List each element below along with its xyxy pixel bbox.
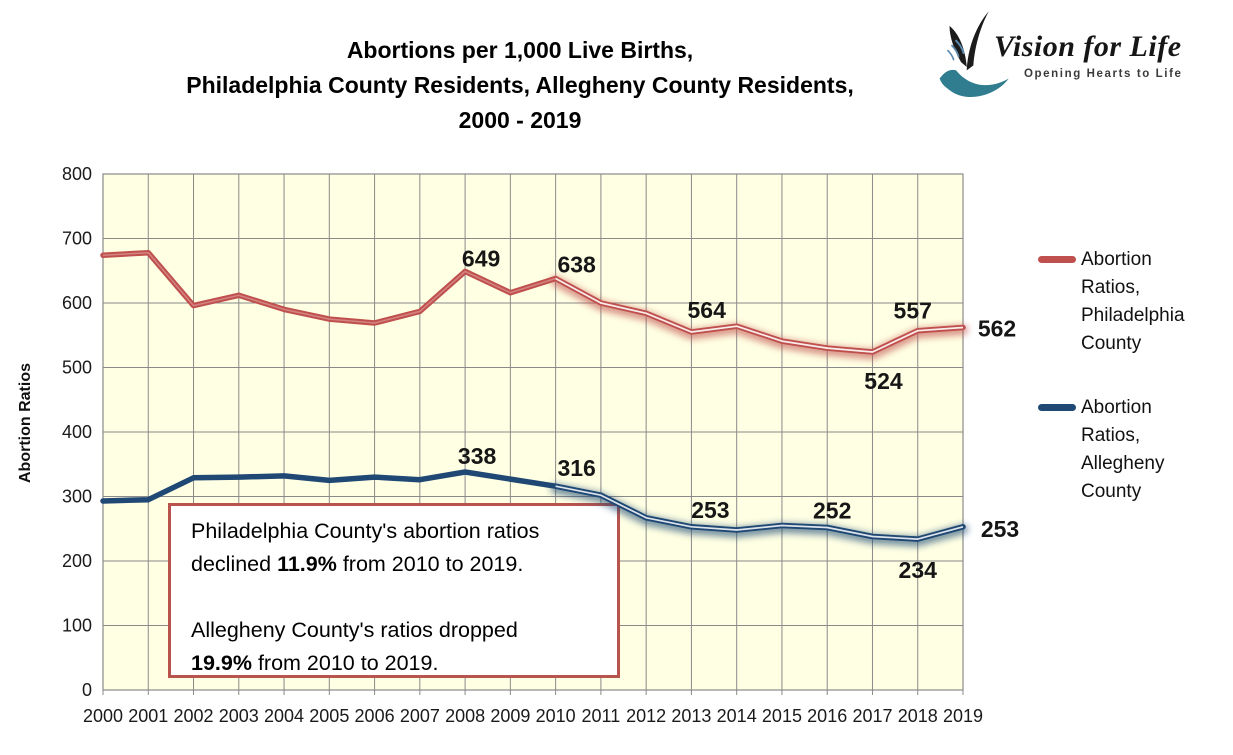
dove-icon bbox=[939, 11, 1009, 97]
x-tick-label: 2018 bbox=[898, 706, 938, 726]
logo-text: Vision for Life Opening Hearts to Life bbox=[994, 30, 1183, 80]
x-tick-label: 2012 bbox=[626, 706, 666, 726]
y-tick-label: 0 bbox=[82, 680, 92, 700]
x-tick-label: 2006 bbox=[355, 706, 395, 726]
data-label: 638 bbox=[557, 251, 596, 277]
y-tick-label: 500 bbox=[62, 358, 92, 378]
legend-swatch-allegheny bbox=[1038, 404, 1076, 411]
data-label: 338 bbox=[458, 443, 497, 469]
data-label: 557 bbox=[894, 298, 932, 324]
x-tick-label: 2008 bbox=[445, 706, 485, 726]
annotation-line: Allegheny County's ratios dropped bbox=[191, 618, 518, 642]
chart-title-line-2: Philadelphia County Residents, Allegheny… bbox=[186, 72, 854, 98]
y-tick-label: 200 bbox=[62, 551, 92, 571]
series-line-philadelphia bbox=[100, 249, 966, 355]
legend-entry-allegheny: Abortion Ratios, Allegheny County bbox=[1038, 394, 1233, 506]
x-tick-label: 2016 bbox=[807, 706, 847, 726]
x-tick-label: 2000 bbox=[83, 706, 123, 726]
legend-label-allegheny: Abortion Ratios, Allegheny County bbox=[1081, 397, 1165, 502]
chart-title: Abortions per 1,000 Live Births, Philade… bbox=[108, 33, 932, 138]
x-tick-label: 2001 bbox=[128, 706, 168, 726]
y-tick-label: 800 bbox=[62, 164, 92, 184]
y-tick-label: 600 bbox=[62, 293, 92, 313]
x-tick-label: 2002 bbox=[174, 706, 214, 726]
series-highlight bbox=[102, 251, 964, 353]
vision-for-life-logo: Vision for Life Opening Hearts to Life bbox=[938, 8, 1233, 113]
series-core bbox=[555, 277, 964, 353]
x-tick-label: 2017 bbox=[852, 706, 892, 726]
x-tick-label: 2010 bbox=[536, 706, 576, 726]
chart-title-line-3: 2000 - 2019 bbox=[458, 107, 582, 133]
x-tick-label: 2011 bbox=[582, 706, 621, 726]
x-tick-label: 2013 bbox=[671, 706, 711, 726]
data-label: 234 bbox=[899, 557, 938, 583]
annotation-line: declined 11.9% from 2010 to 2019. bbox=[191, 552, 524, 576]
annotation-box: Philadelphia County's abortion ratios de… bbox=[168, 503, 620, 678]
legend-entry-philadelphia: Abortion Ratios, Philadelphia County bbox=[1038, 246, 1233, 358]
x-tick-label: 2004 bbox=[264, 706, 304, 726]
data-label: 649 bbox=[462, 245, 500, 271]
data-label: 562 bbox=[978, 316, 1016, 342]
x-tick-label: 2009 bbox=[490, 706, 530, 726]
data-label: 253 bbox=[981, 516, 1019, 542]
data-label: 564 bbox=[687, 297, 726, 323]
data-label: 316 bbox=[557, 455, 595, 481]
y-tick-label: 700 bbox=[62, 229, 92, 249]
series-glow bbox=[550, 276, 968, 360]
x-tick-label: 2014 bbox=[717, 706, 757, 726]
annotation-line: 19.9% from 2010 to 2019. bbox=[191, 651, 439, 675]
legend-swatch-philadelphia bbox=[1038, 256, 1076, 263]
annotation-line bbox=[191, 581, 609, 614]
y-tick-label: 300 bbox=[62, 487, 92, 507]
data-label: 252 bbox=[813, 497, 851, 523]
x-tick-label: 2019 bbox=[943, 706, 983, 726]
y-axis-title: Abortion Ratios bbox=[17, 363, 34, 483]
data-label: 253 bbox=[691, 497, 729, 523]
y-tick-label: 100 bbox=[62, 616, 92, 636]
annotation-line: Philadelphia County's abortion ratios bbox=[191, 519, 540, 543]
x-tick-label: 2003 bbox=[219, 706, 259, 726]
x-tick-label: 2005 bbox=[309, 706, 349, 726]
data-label: 524 bbox=[864, 368, 903, 394]
legend-label-philadelphia: Abortion Ratios, Philadelphia County bbox=[1081, 249, 1185, 354]
x-tick-label: 2007 bbox=[400, 706, 440, 726]
chart-title-line-1: Abortions per 1,000 Live Births, bbox=[346, 37, 694, 63]
logo-tagline: Opening Hearts to Life bbox=[1024, 68, 1183, 80]
y-tick-label: 400 bbox=[62, 422, 92, 442]
logo-name: Vision for Life bbox=[994, 30, 1182, 63]
x-tick-label: 2015 bbox=[762, 706, 802, 726]
legend: Abortion Ratios, Philadelphia County Abo… bbox=[1038, 246, 1233, 506]
